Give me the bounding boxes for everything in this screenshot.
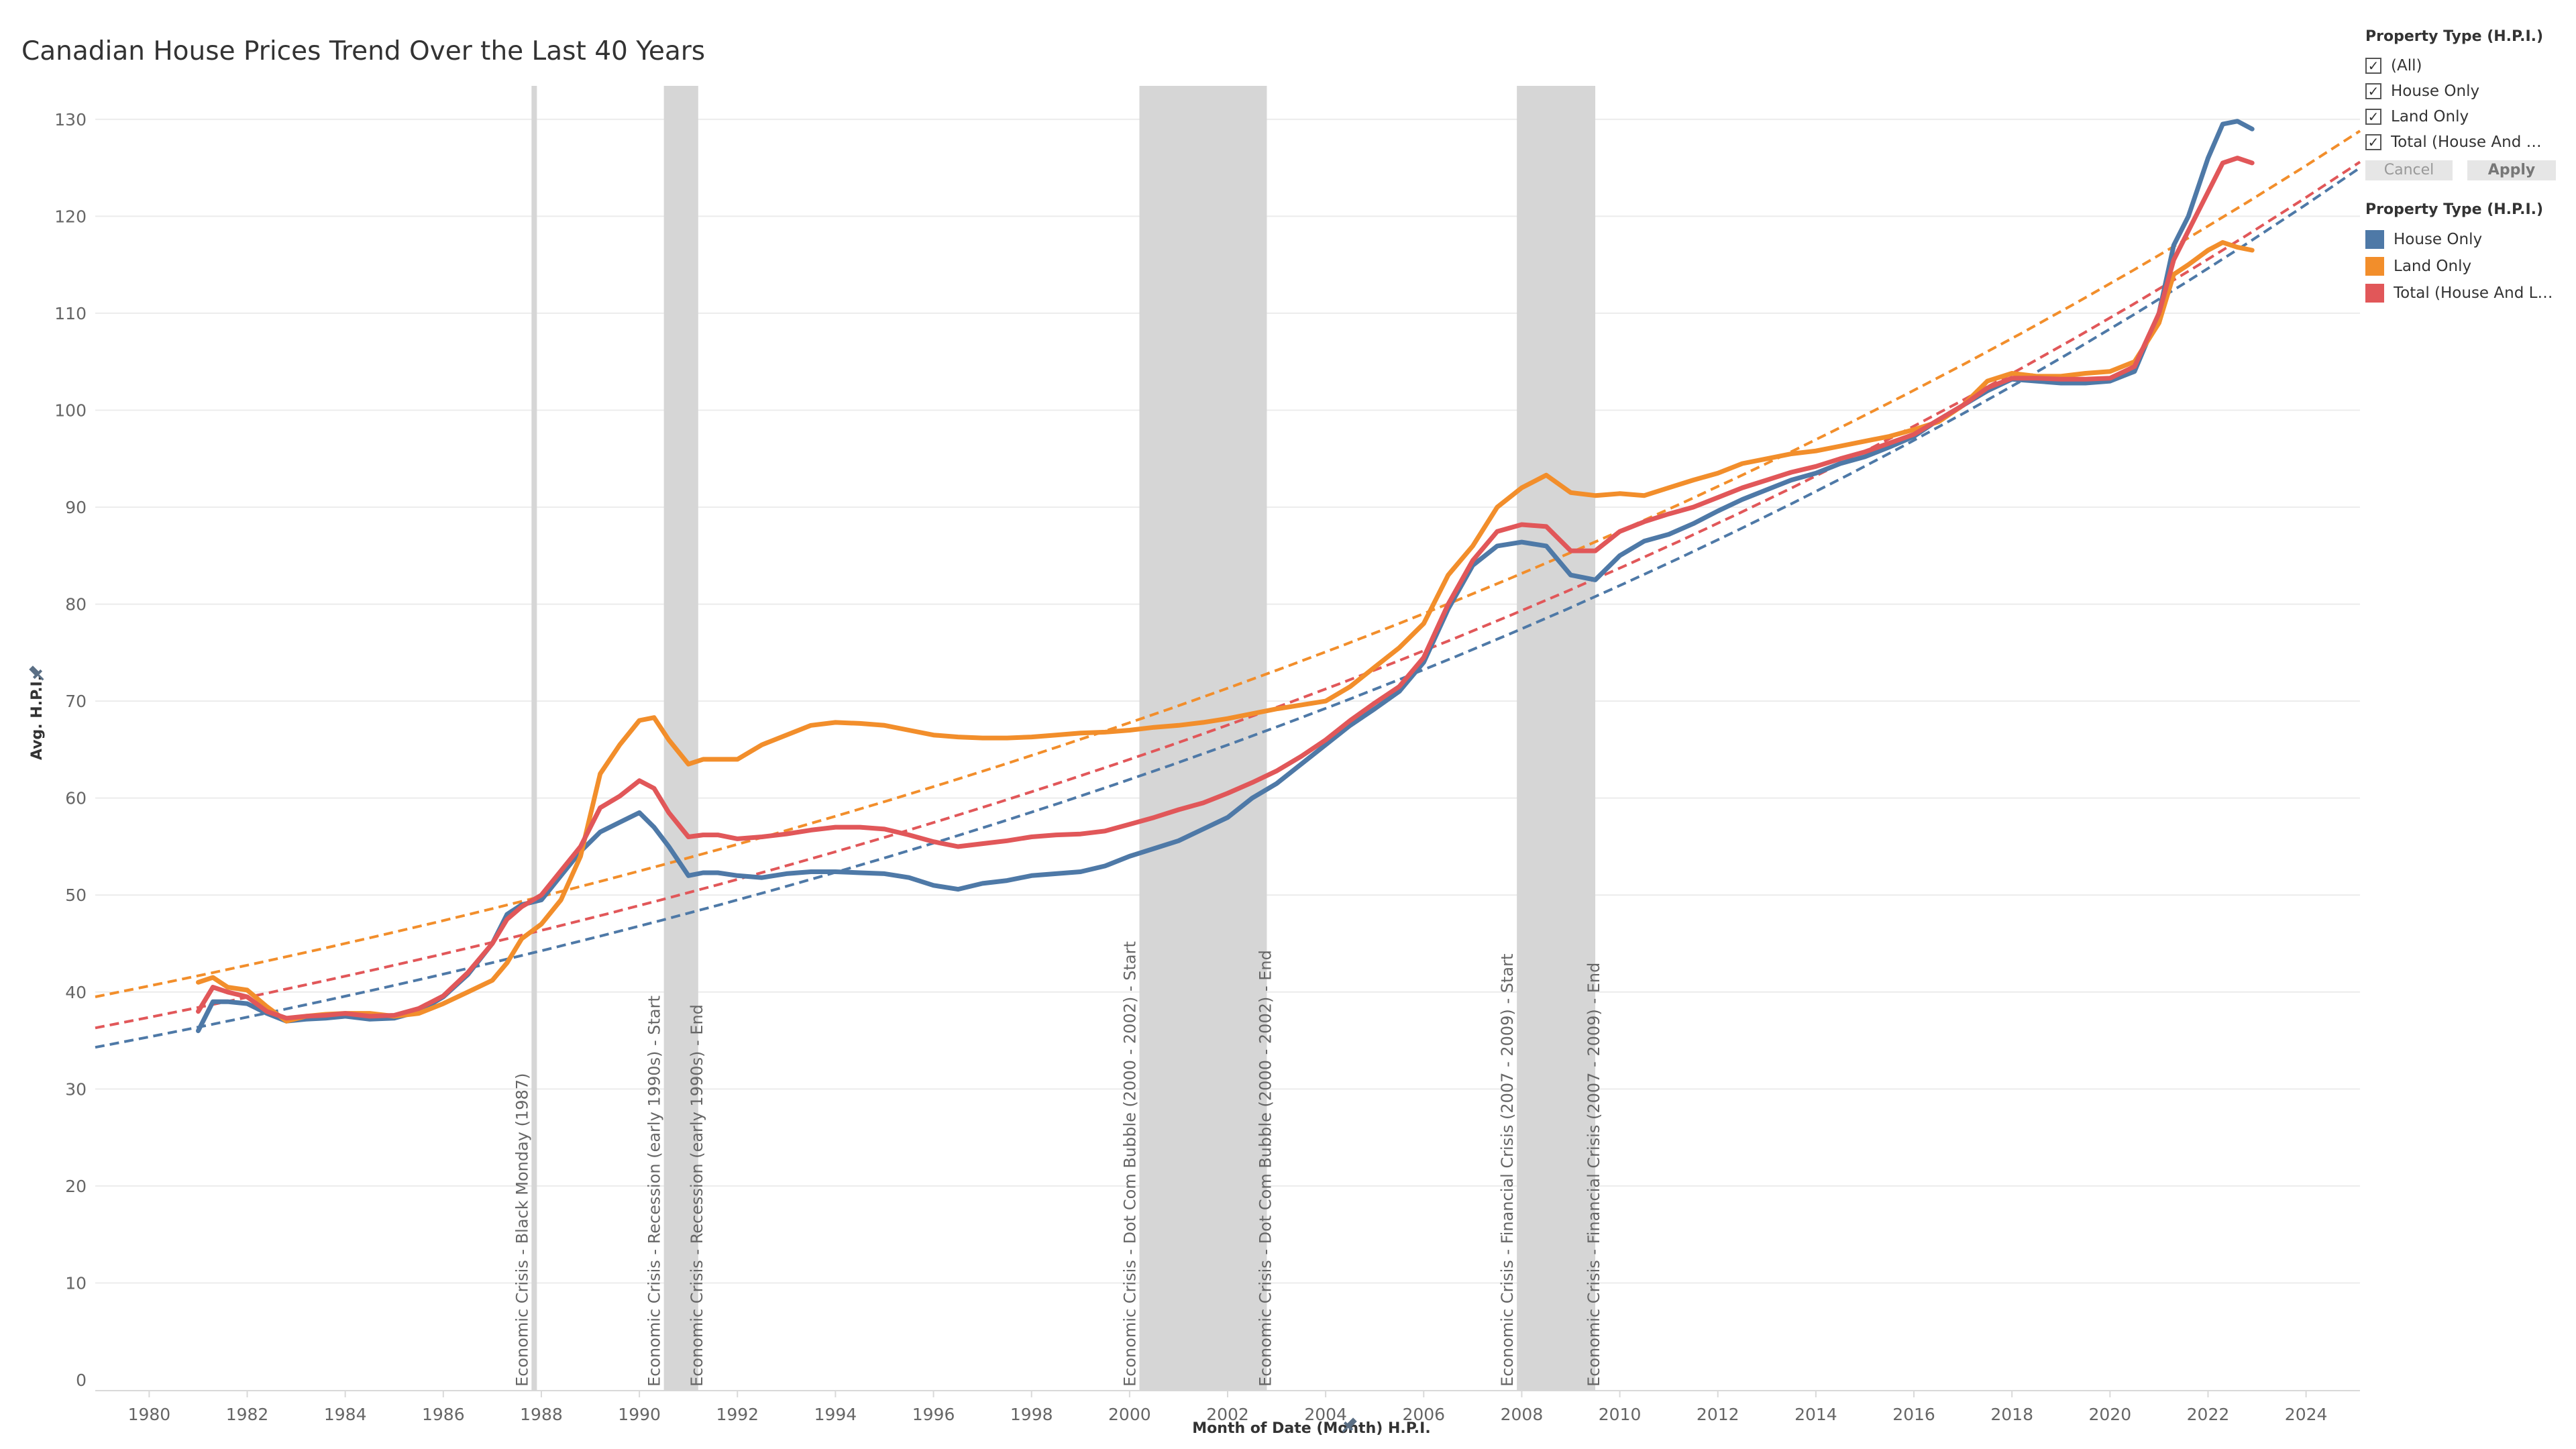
y-tick-label: 60 [65,789,87,808]
crisis-label-economic-crisis-recession-early-1990s-start: Economic Crisis - Recession (early 1990s… [645,996,664,1387]
crisis-label-economic-crisis-dot-com-bubble-2000-2002-end: Economic Crisis - Dot Com Bubble (2000 -… [1256,950,1275,1387]
x-axis-ticks: 1980 1982 1984 1986 1988 1990 1992 1994 1996 1998… [128,1391,2328,1424]
y-tick-label: 90 [65,498,87,517]
filter-option-land-only[interactable]: ✓ Land Only [2365,104,2567,129]
x-tick-label: 1980 [128,1405,171,1424]
crisis-band-economic-crisis-black-monday-1987 [531,86,537,1391]
x-tick-label: 1988 [520,1405,563,1424]
y-tick-label: 100 [54,400,87,420]
y-tick-label: 10 [65,1273,87,1293]
legend-item-total[interactable]: Total (House And La... [2365,280,2567,307]
y-tick-label: 80 [65,595,87,614]
legend-item-land-only[interactable]: Land Only [2365,253,2567,280]
x-tick-label: 1996 [912,1405,955,1424]
legend-swatch [2365,257,2384,276]
series-lines [196,119,2255,1034]
legend-title: Property Type (H.P.I.) [2365,201,2544,218]
checkbox-checked-icon[interactable]: ✓ [2365,83,2381,99]
legend-swatch [2365,284,2384,303]
x-tick-label: 2014 [1794,1405,1837,1424]
apply-button[interactable]: Apply [2467,160,2556,180]
x-tick-label: 1998 [1010,1405,1053,1424]
x-tick-label: 2024 [2285,1405,2328,1424]
y-tick-label: 70 [65,692,87,711]
checkbox-checked-icon[interactable]: ✓ [2365,58,2381,74]
crisis-label-economic-crisis-financial-crisis-2007-2009-start: Economic Crisis - Financial Crisis (2007… [1498,954,1517,1387]
filter-title: Property Type (H.P.I.) [2365,28,2544,45]
y-axis-title: Avg. H.P.I. [29,676,46,760]
x-tick-label: 2022 [2187,1405,2230,1424]
checkbox-checked-icon[interactable]: ✓ [2365,134,2381,150]
crisis-label-economic-crisis-black-monday-1987: Economic Crisis - Black Monday (1987) [513,1073,531,1387]
filter-option-label: House Only [2391,83,2480,100]
chart-canvas: Economic Crisis - Black Monday (1987) Eco… [27,86,2361,1437]
x-tick-label: 2016 [1892,1405,1935,1424]
cancel-button[interactable]: Cancel [2365,160,2453,180]
y-tick-label: 30 [65,1079,87,1099]
x-tick-label: 2020 [2089,1405,2132,1424]
x-tick-label: 1982 [226,1405,269,1424]
band-labels: Economic Crisis - Black Monday (1987) Eco… [513,941,1603,1387]
x-axis-pin-icon[interactable] [1339,1415,1359,1436]
legend-label: Land Only [2394,258,2472,275]
filter-buttons: Cancel Apply [2365,160,2567,180]
y-tick-label: 0 [76,1371,87,1390]
crisis-bands [531,86,1596,1391]
x-tick-label: 2002 [1206,1405,1249,1424]
x-tick-label: 2010 [1599,1405,1642,1424]
trend-line-land-only [95,129,2361,998]
filter-option-label: Land Only [2391,108,2469,125]
property-type-filter: Property Type (H.P.I.) ✓ (All) ✓ House O… [2365,28,2567,180]
y-axis-ticks: 0 10 20 30 40 50 60 70 80 90 100 110 120 130 [54,110,87,1390]
x-axis-title: Month of Date (Month) H.P.I. [1192,1420,1430,1437]
crisis-label-economic-crisis-recession-early-1990s-end: Economic Crisis - Recession (early 1990s… [688,1004,706,1387]
x-tick-label: 1990 [618,1405,661,1424]
y-tick-label: 40 [65,983,87,1002]
x-tick-label: 1992 [716,1405,759,1424]
x-tick-label: 2004 [1304,1405,1347,1424]
y-tick-label: 20 [65,1177,87,1196]
x-tick-label: 1984 [324,1405,367,1424]
crisis-label-economic-crisis-financial-crisis-2007-2009-end: Economic Crisis - Financial Crisis (2007… [1585,963,1603,1387]
filter-option-total[interactable]: ✓ Total (House And L... [2365,129,2567,155]
legend-label: House Only [2394,231,2483,248]
filter-option-all[interactable]: ✓ (All) [2365,53,2567,78]
y-tick-label: 130 [54,110,87,129]
x-tick-label: 2012 [1697,1405,1739,1424]
crisis-band-economic-crisis-financial-crisis-2007-2009-start [1517,86,1596,1391]
color-legend: Property Type (H.P.I.) House Only Land O… [2365,201,2567,307]
chart-title: Canadian House Prices Trend Over the Las… [21,36,706,66]
filter-option-house-only[interactable]: ✓ House Only [2365,78,2567,104]
filter-option-label: Total (House And L... [2391,133,2548,151]
legend-item-house-only[interactable]: House Only [2365,226,2567,253]
y-tick-label: 120 [54,207,87,226]
x-tick-label: 2018 [1990,1405,2033,1424]
y-axis-pin-icon[interactable] [27,663,47,684]
x-tick-label: 2008 [1501,1405,1544,1424]
y-tick-label: 50 [65,885,87,905]
x-tick-label: 2000 [1108,1405,1151,1424]
crisis-band-economic-crisis-dot-com-bubble-2000-2002-start [1139,86,1267,1391]
series-line-total-house-and-la[interactable] [196,156,2255,1021]
x-tick-label: 2006 [1402,1405,1445,1424]
y-tick-label: 110 [54,304,87,323]
legend-label: Total (House And La... [2394,284,2555,302]
x-tick-label: 1994 [814,1405,857,1424]
legend-swatch [2365,230,2384,249]
checkbox-checked-icon[interactable]: ✓ [2365,109,2381,125]
filter-option-label: (All) [2391,57,2422,74]
crisis-label-economic-crisis-dot-com-bubble-2000-2002-start: Economic Crisis - Dot Com Bubble (2000 -… [1120,941,1139,1387]
x-tick-label: 1986 [422,1405,465,1424]
